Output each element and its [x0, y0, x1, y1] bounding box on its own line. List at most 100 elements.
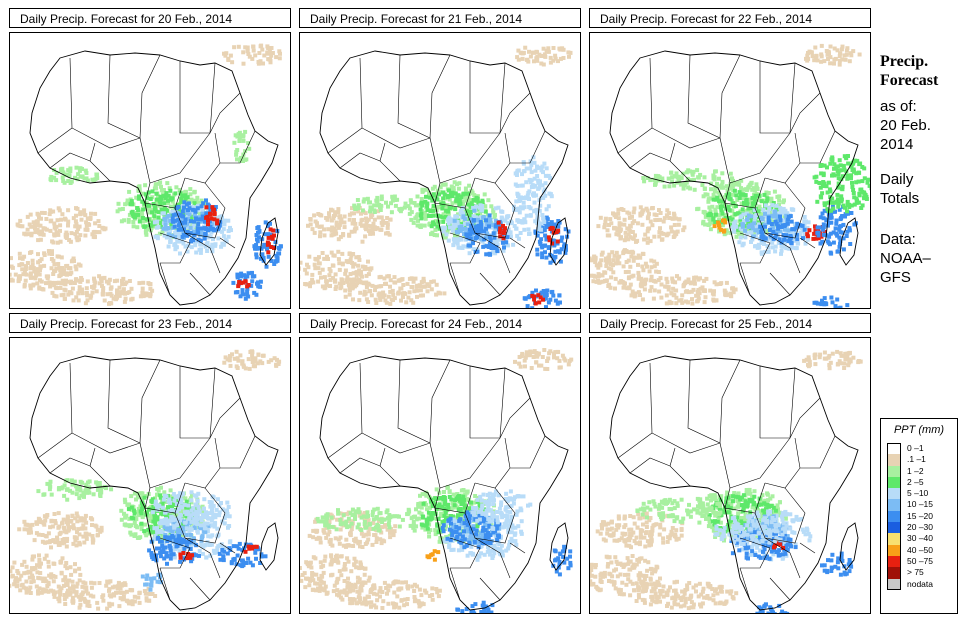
- africa-map: [10, 43, 283, 306]
- panel-title: Daily Precip. Forecast for 25 Feb., 2014: [589, 313, 871, 333]
- country-border: [339, 457, 401, 487]
- legend-swatch: [887, 488, 901, 500]
- country-border: [209, 397, 241, 439]
- country-border: [739, 567, 751, 601]
- country-border: [107, 359, 161, 444]
- country-border: [789, 397, 821, 439]
- precip-field: [10, 349, 282, 611]
- country-border: [499, 397, 531, 439]
- country-border: [429, 132, 501, 184]
- madagascar-coastline: [259, 217, 279, 266]
- legend-swatch: [887, 499, 901, 511]
- country-border: [629, 152, 691, 182]
- precip-map: [299, 32, 581, 309]
- as-of-block: as of: 20 Feb. 2014: [880, 97, 931, 154]
- country-border: [219, 237, 236, 249]
- legend-label: 30 –40: [907, 533, 933, 544]
- legend-item: 5 –10: [887, 488, 957, 500]
- legend-label: .1 –1: [907, 454, 926, 465]
- legend-swatch: [887, 510, 901, 523]
- africa-map: [590, 43, 870, 308]
- country-border: [69, 362, 141, 454]
- legend-item: 40 –50: [887, 544, 957, 556]
- country-border: [764, 467, 801, 489]
- legend-title: PPT (mm): [893, 424, 945, 436]
- legend-label: 10 –15: [907, 499, 933, 510]
- precip-field: [300, 45, 573, 308]
- country-border: [214, 435, 256, 469]
- legend-item: .1 –1: [887, 454, 957, 466]
- legend-swatch: [887, 555, 901, 568]
- africa-map: [590, 349, 863, 613]
- country-border: [504, 435, 546, 469]
- country-border: [479, 272, 501, 296]
- legend-item: 2 –5: [887, 476, 957, 489]
- country-border: [359, 57, 431, 149]
- country-border: [159, 537, 191, 569]
- country-border: [724, 177, 766, 209]
- country-border: [214, 130, 256, 164]
- panel-title: Daily Precip. Forecast for 21 Feb., 2014: [299, 8, 581, 28]
- country-border: [139, 437, 211, 489]
- madagascar-coastline: [839, 522, 859, 571]
- country-border: [719, 437, 791, 489]
- country-border: [509, 237, 526, 249]
- precip-map: [589, 32, 871, 309]
- country-border: [759, 366, 796, 439]
- country-border: [504, 130, 546, 164]
- precip-legend: PPT (mm) 0 –1.1 –1 1 –2 2 –5 5 –10 10 –15 15 …: [880, 418, 958, 614]
- as-of-label: as of:: [880, 98, 917, 115]
- legend-swatch: [887, 454, 901, 466]
- sidebar-title-line: Precip.: [880, 53, 929, 70]
- legend-label: 5 –10: [907, 488, 929, 499]
- legend-label: 20 –30: [907, 522, 933, 533]
- legend-item: 1 –2: [887, 465, 957, 477]
- legend-item: 50 –75: [887, 555, 957, 568]
- data-source-line: NOAA–: [880, 250, 931, 267]
- country-border: [397, 359, 451, 444]
- madagascar-coastline: [549, 217, 569, 266]
- country-border: [339, 152, 401, 182]
- country-border: [144, 177, 186, 209]
- country-border: [209, 92, 241, 134]
- legend-label: > 75: [907, 567, 924, 578]
- country-border: [49, 457, 111, 487]
- country-border: [754, 487, 806, 544]
- panel-title: Daily Precip. Forecast for 23 Feb., 2014: [9, 313, 291, 333]
- country-border: [89, 142, 96, 162]
- country-border: [139, 132, 211, 184]
- country-border: [107, 54, 161, 139]
- country-border: [649, 57, 721, 149]
- legend-label: 40 –50: [907, 544, 933, 555]
- country-border: [159, 567, 171, 601]
- country-border: [629, 457, 691, 487]
- country-border: [449, 567, 461, 601]
- country-border: [449, 537, 481, 569]
- country-border: [474, 162, 511, 184]
- africa-coastline: [29, 355, 279, 611]
- country-border: [799, 237, 816, 249]
- country-border: [499, 92, 531, 134]
- country-border: [764, 232, 801, 274]
- country-border: [184, 537, 221, 579]
- country-border: [617, 127, 653, 154]
- panel-title: Daily Precip. Forecast for 22 Feb., 2014: [589, 8, 871, 28]
- country-border: [184, 232, 221, 274]
- totals-line: Totals: [880, 190, 920, 207]
- country-border: [479, 577, 501, 601]
- totals-label: Daily Totals: [880, 170, 919, 208]
- country-border: [189, 577, 211, 601]
- country-border: [359, 362, 431, 454]
- country-border: [159, 232, 191, 264]
- country-border: [764, 537, 801, 579]
- country-border: [37, 127, 73, 154]
- country-border: [739, 537, 771, 569]
- africa-coastline: [609, 50, 859, 306]
- country-border: [769, 577, 791, 601]
- data-source-line: Data:: [880, 231, 916, 248]
- precip-map: [9, 32, 291, 309]
- country-border: [769, 272, 791, 296]
- country-border: [617, 432, 653, 459]
- precip-field: [590, 43, 870, 308]
- africa-coastline: [319, 50, 569, 306]
